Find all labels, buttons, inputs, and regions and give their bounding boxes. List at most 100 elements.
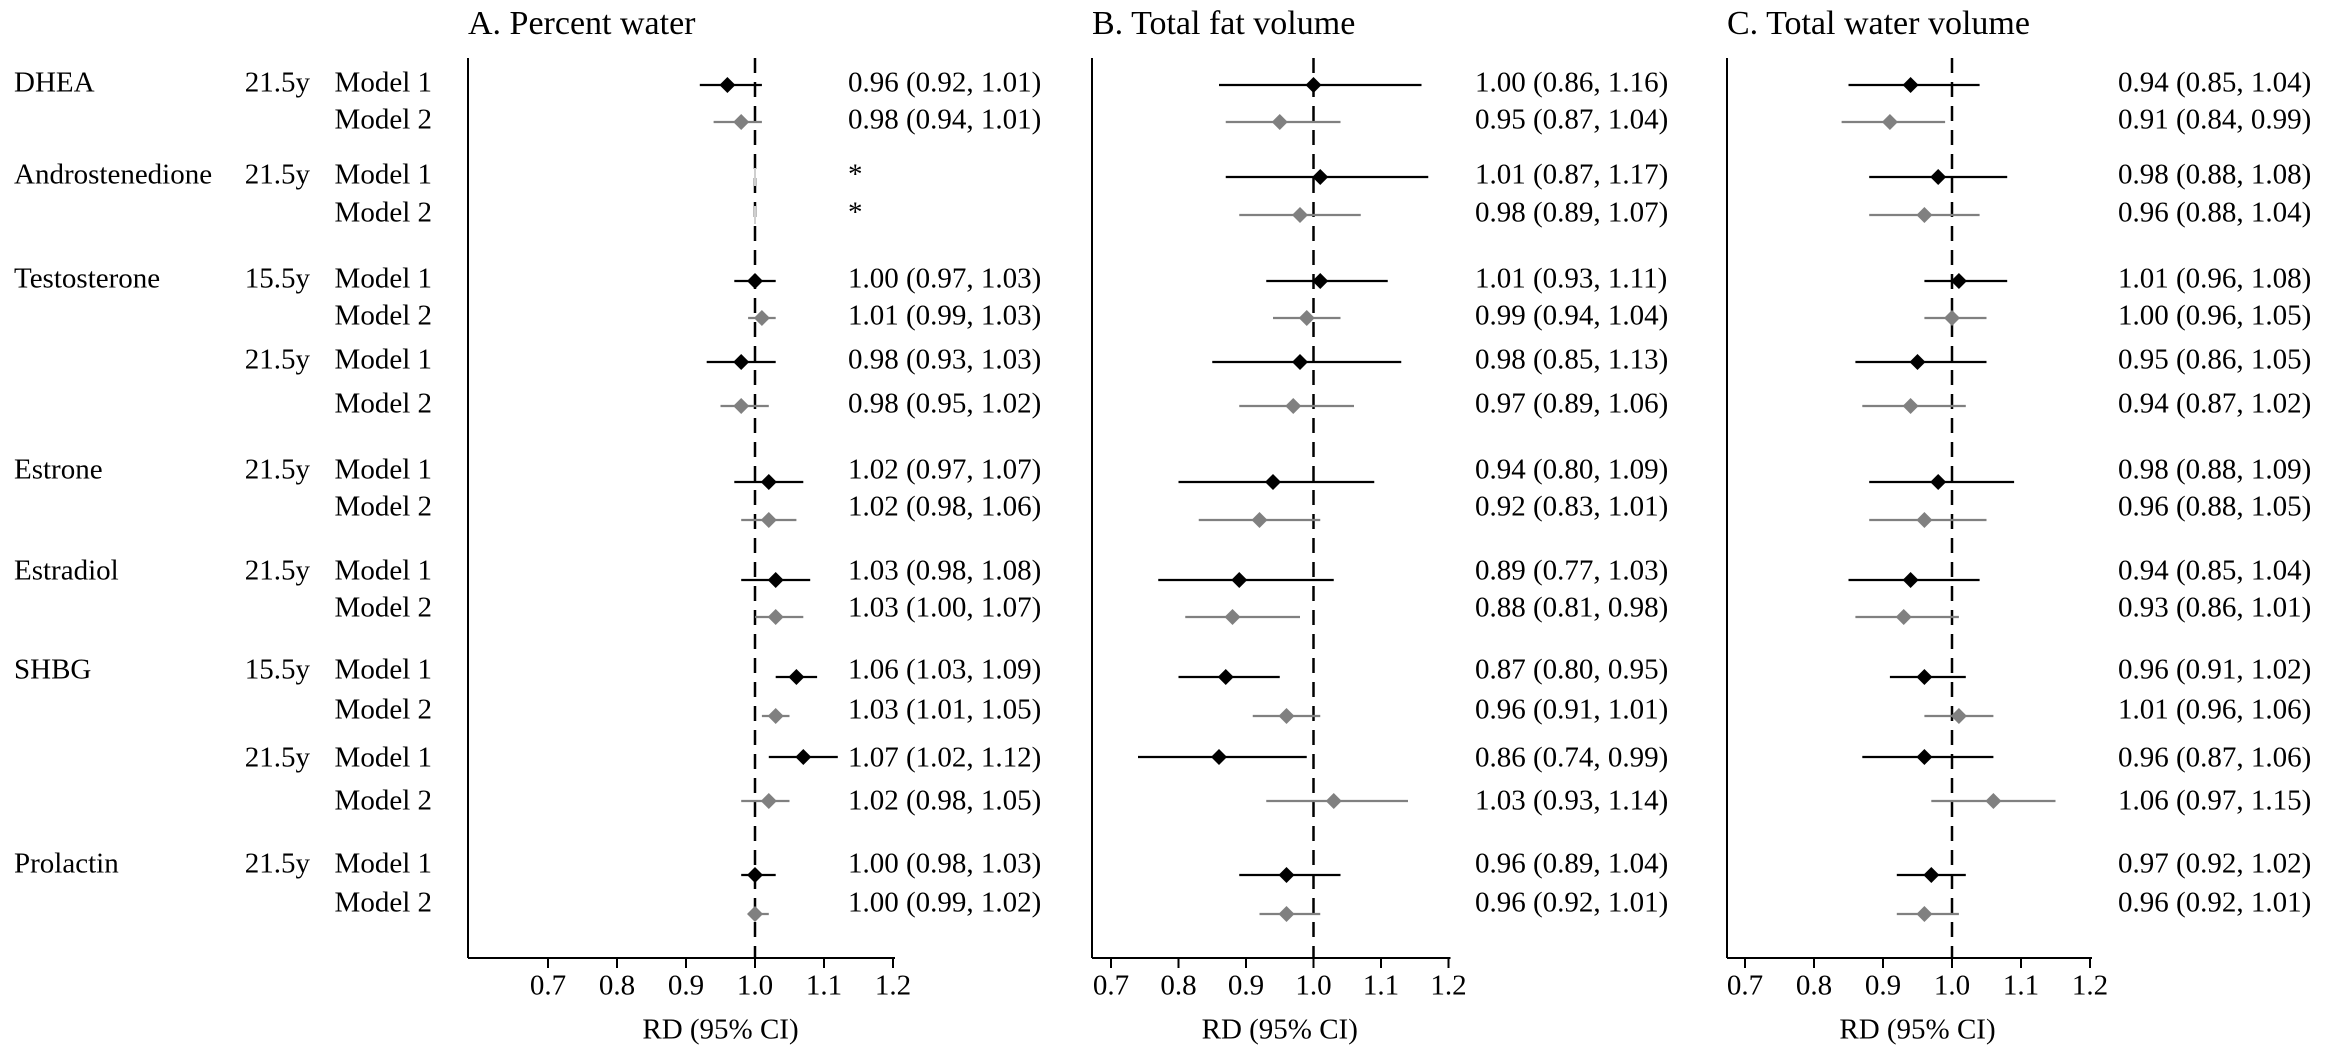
age-label: 21.5y (245, 742, 311, 774)
estimate-label: 0.96 (0.91, 1.01) (1475, 694, 1668, 726)
estimate-label: 1.01 (0.93, 1.11) (1475, 263, 1667, 295)
estimate-marker (1217, 669, 1234, 685)
estimate-label: 1.01 (0.87, 1.17) (1475, 159, 1668, 191)
panel-title: A. Percent water (468, 5, 696, 42)
estimate-marker (1950, 273, 1967, 289)
estimate-label: 0.94 (0.85, 1.04) (2118, 67, 2311, 99)
model-label: Model 2 (335, 491, 432, 523)
model-label: Model 1 (335, 555, 432, 587)
panel-a: A. Percent water 0.7 0.8 0.9 1.0 1.1 1.2 RD (95… (467, 5, 1041, 1045)
estimate-marker (1930, 169, 1947, 185)
estimate-label: 0.96 (0.91, 1.02) (2118, 654, 2311, 686)
estimate-marker (1325, 793, 1342, 809)
model-label: Model 1 (335, 848, 432, 880)
estimate-label: 1.01 (0.96, 1.08) (2118, 263, 2311, 295)
estimate-marker (1930, 474, 1947, 490)
estimate-marker (747, 906, 763, 922)
estimate-marker (719, 77, 736, 93)
estimate-marker (1916, 906, 1933, 922)
estimate-label: 0.88 (0.81, 0.98) (1475, 592, 1668, 624)
estimate-label: 0.94 (0.87, 1.02) (2118, 388, 2311, 420)
x-tick-label: 0.8 (599, 970, 635, 1002)
estimate-label: * (848, 159, 863, 191)
estimate-label: 1.01 (0.96, 1.06) (2118, 694, 2311, 726)
estimate-label: 1.00 (0.99, 1.02) (848, 887, 1041, 919)
hormone-label: Prolactin (14, 848, 119, 880)
estimate-label: 0.98 (0.93, 1.03) (848, 344, 1041, 376)
x-tick-label: 0.9 (1865, 970, 1901, 1002)
x-tick-label: 1.2 (1430, 970, 1466, 1002)
model-label: Model 2 (335, 592, 432, 624)
age-label: 15.5y (245, 263, 311, 295)
age-label: 21.5y (245, 159, 311, 191)
estimate-label: 0.94 (0.80, 1.09) (1475, 454, 1668, 486)
age-label: 21.5y (245, 555, 311, 587)
model-label: Model 1 (335, 263, 432, 295)
estimate-marker (1298, 310, 1315, 326)
x-tick-label: 1.2 (2072, 970, 2108, 1002)
x-tick-label: 0.9 (668, 970, 704, 1002)
estimate-marker (1881, 114, 1898, 130)
model-label: Model 2 (335, 694, 432, 726)
estimate-label: 1.06 (0.97, 1.15) (2118, 785, 2311, 817)
x-tick-label: 1.1 (2003, 970, 2039, 1002)
estimate-label: 1.00 (0.96, 1.05) (2118, 300, 2311, 332)
estimate-marker (1902, 77, 1919, 93)
estimate-label: 0.97 (0.92, 1.02) (2118, 848, 2311, 880)
estimate-label: 0.93 (0.86, 1.01) (2118, 592, 2311, 624)
estimate-marker (1916, 669, 1933, 685)
estimate-marker (1292, 354, 1308, 370)
estimate-marker (1916, 207, 1933, 223)
estimate-marker (753, 310, 770, 326)
model-label: Model 1 (335, 159, 432, 191)
panel-title: C. Total water volume (1727, 5, 2030, 42)
x-tick-label: 1.2 (875, 970, 911, 1002)
estimate-marker (1985, 793, 2002, 809)
model-label: Model 1 (335, 344, 432, 376)
estimate-label: 1.02 (0.97, 1.07) (848, 454, 1041, 486)
estimate-label: 0.92 (0.83, 1.01) (1475, 491, 1668, 523)
x-tick-label: 0.7 (530, 970, 566, 1002)
estimate-marker (1916, 749, 1933, 765)
model-label: Model 2 (335, 785, 432, 817)
hormone-label: Estradiol (14, 555, 119, 587)
x-axis-label: RD (95% CI) (1839, 1014, 1995, 1045)
estimate-label: 1.03 (1.01, 1.05) (848, 694, 1041, 726)
estimate-label: 0.98 (0.94, 1.01) (848, 104, 1041, 136)
estimate-marker (1278, 906, 1295, 922)
age-label: 21.5y (245, 344, 311, 376)
estimate-marker (767, 708, 784, 724)
model-label: Model 2 (335, 388, 432, 420)
panel-title: B. Total fat volume (1092, 5, 1355, 42)
model-label: Model 1 (335, 742, 432, 774)
hormone-label: Estrone (14, 454, 103, 486)
estimate-marker (1224, 609, 1241, 625)
estimate-marker (1909, 354, 1926, 370)
estimate-label: 1.02 (0.98, 1.06) (848, 491, 1041, 523)
model-label: Model 1 (335, 454, 432, 486)
estimate-label: 0.98 (0.85, 1.13) (1475, 344, 1668, 376)
estimate-marker (733, 398, 750, 414)
x-axis-label: RD (95% CI) (642, 1014, 798, 1045)
estimate-label: 0.96 (0.92, 1.01) (1475, 887, 1668, 919)
age-label: 21.5y (245, 848, 311, 880)
estimate-label: 1.00 (0.86, 1.16) (1475, 67, 1668, 99)
estimate-marker (747, 273, 763, 289)
estimate-label: 0.98 (0.89, 1.07) (1475, 197, 1668, 229)
estimate-marker (1305, 77, 1322, 93)
hormone-label: Androstenedione (14, 159, 212, 191)
x-tick-label: 1.0 (1295, 970, 1331, 1002)
x-tick-label: 0.8 (1796, 970, 1832, 1002)
estimate-marker (795, 749, 812, 765)
x-tick-label: 0.8 (1160, 970, 1196, 1002)
estimate-marker (1251, 512, 1268, 528)
model-label: Model 1 (335, 67, 432, 99)
model-label: Model 2 (335, 887, 432, 919)
panel-b: B. Total fat volume 0.7 0.8 0.9 1.0 1.1 1.2 RD … (1091, 5, 1668, 1045)
estimate-label: 1.06 (1.03, 1.09) (848, 654, 1041, 686)
estimate-marker (760, 512, 777, 528)
age-label: 21.5y (245, 454, 311, 486)
estimate-marker (767, 609, 784, 625)
estimate-label: 0.96 (0.88, 1.04) (2118, 197, 2311, 229)
